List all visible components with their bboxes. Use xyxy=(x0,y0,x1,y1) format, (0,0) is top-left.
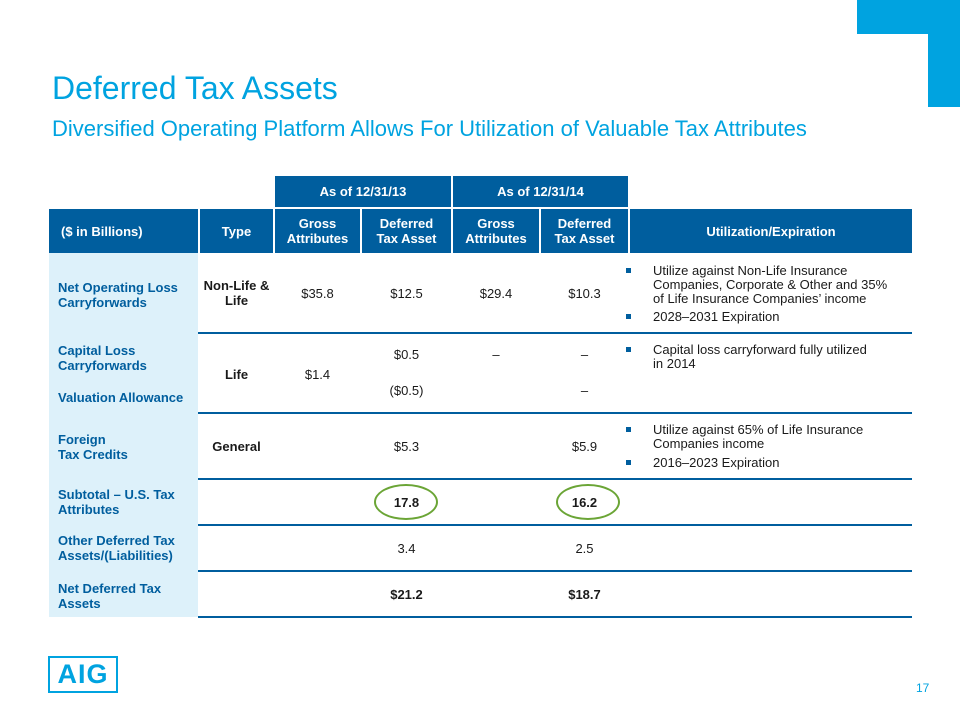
row-divider xyxy=(198,412,912,414)
foreign-deferred-2013: $5.3 xyxy=(393,439,420,454)
page-number: 17 xyxy=(916,681,930,695)
row-divider xyxy=(198,570,912,572)
other-deferred-2013: 3.4 xyxy=(397,541,416,556)
column-header-utilization: Utilization/Expiration xyxy=(630,209,912,253)
net-deferred-2014: $18.7 xyxy=(568,587,601,602)
other-deferred-2014: 2.5 xyxy=(575,541,594,556)
highlight-circle-2013 xyxy=(374,484,438,520)
bullet-square-icon xyxy=(626,314,631,319)
valuation-deferred-2013: ($0.5) xyxy=(389,383,424,398)
capital-loss-deferred-2013: $0.5 xyxy=(393,347,420,362)
page-subtitle: Diversified Operating Platform Allows Fo… xyxy=(52,116,807,141)
subtotal-deferred-2013: 17.8 xyxy=(393,495,420,510)
nol-type: Non-Life & Life xyxy=(203,278,270,308)
bullet-square-icon xyxy=(626,268,631,273)
corner-decoration-tab xyxy=(928,34,960,107)
row-label-capital-loss: Capital Loss Carryforwards xyxy=(58,343,147,373)
column-header-label: ($ in Billions) xyxy=(49,209,198,253)
row-divider xyxy=(198,332,912,334)
column-header-gross-2013: Gross Attributes xyxy=(275,209,360,253)
row-divider xyxy=(198,616,912,618)
highlight-circle-2014 xyxy=(556,484,620,520)
column-header-deferred-2014: Deferred Tax Asset xyxy=(541,209,628,253)
foreign-deferred-2014: $5.9 xyxy=(571,439,598,454)
foreign-type: General xyxy=(212,439,261,454)
nol-gross-2013: $35.8 xyxy=(301,286,334,301)
page-title: Deferred Tax Assets xyxy=(52,70,338,106)
row-label-capital-loss-group: Capital Loss Carryforwards Valuation All… xyxy=(49,333,198,413)
nol-deferred-2014: $10.3 xyxy=(568,286,601,301)
aig-logo: AIG xyxy=(48,656,118,693)
column-header-gross-2014: Gross Attributes xyxy=(453,209,539,253)
corner-decoration xyxy=(857,0,960,34)
capital-loss-gross-2014: – xyxy=(492,347,500,362)
row-divider xyxy=(198,524,912,526)
row-label-subtotal: Subtotal – U.S. Tax Attributes xyxy=(49,479,198,525)
capital-loss-gross-2013: $1.4 xyxy=(304,367,331,382)
net-deferred-2013: $21.2 xyxy=(390,587,423,602)
bullet-square-icon xyxy=(626,427,631,432)
valuation-deferred-2014: – xyxy=(580,383,589,398)
row-label-foreign: Foreign Tax Credits xyxy=(49,413,198,479)
capital-loss-type: Life xyxy=(224,367,249,382)
nol-gross-2014: $29.4 xyxy=(479,286,513,301)
row-label-net: Net Deferred Tax Assets xyxy=(49,571,198,617)
column-header-deferred-2013: Deferred Tax Asset xyxy=(362,209,451,253)
subtotal-deferred-2014: 16.2 xyxy=(571,495,598,510)
period-header-2013: As of 12/31/13 xyxy=(275,176,451,207)
column-header-type: Type xyxy=(200,209,273,253)
bullet-square-icon xyxy=(626,347,631,352)
row-label-other: Other Deferred Tax Assets/(Liabilities) xyxy=(49,525,198,571)
row-label-nol: Net Operating Loss Carryforwards xyxy=(49,253,198,333)
period-header-2014: As of 12/31/14 xyxy=(453,176,628,207)
row-label-valuation: Valuation Allowance xyxy=(58,390,184,405)
row-divider xyxy=(198,478,912,480)
capital-loss-deferred-2014: – xyxy=(580,347,589,362)
nol-deferred-2013: $12.5 xyxy=(390,286,423,301)
bullet-square-icon xyxy=(626,460,631,465)
